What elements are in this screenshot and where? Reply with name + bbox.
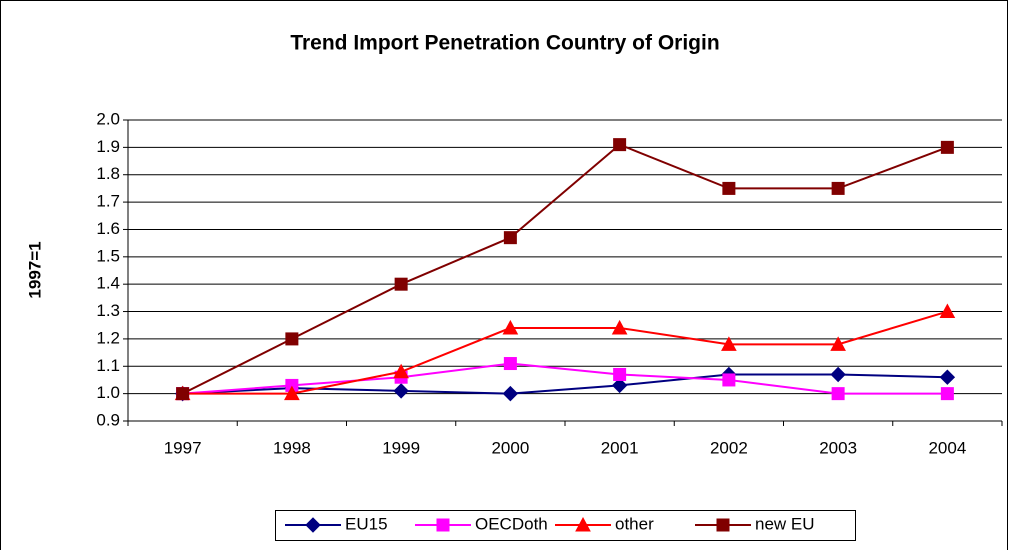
series-line	[182, 310, 948, 395]
legend-label: new EU	[755, 514, 815, 533]
marker	[940, 387, 954, 401]
chart-title: Trend Import Penetration Country of Orig…	[290, 32, 719, 55]
marker	[613, 138, 627, 152]
marker	[613, 367, 627, 381]
legend-label: other	[615, 514, 654, 533]
x-tick-label: 1998	[273, 438, 311, 457]
marker	[436, 518, 450, 532]
y-tick-label: 0.9	[96, 410, 120, 429]
x-tick-label: 2003	[819, 438, 857, 457]
legend-label: OECDoth	[475, 514, 548, 533]
x-tick-label: 1997	[164, 438, 202, 457]
marker	[284, 385, 300, 401]
y-tick-label: 2.0	[96, 109, 120, 128]
marker	[722, 373, 736, 387]
marker	[940, 140, 954, 154]
y-tick-label: 1.7	[96, 192, 120, 211]
legend-label: EU15	[345, 514, 388, 533]
x-tick-label: 2004	[928, 438, 966, 457]
marker	[831, 387, 845, 401]
y-tick-label: 1.9	[96, 137, 120, 156]
marker	[939, 369, 956, 385]
marker	[611, 377, 628, 394]
series-line	[182, 143, 948, 395]
y-axis-label: 1997=1	[25, 241, 44, 298]
x-tick-label: 2001	[601, 438, 639, 457]
marker	[830, 336, 846, 351]
marker	[393, 383, 409, 399]
y-tick-label: 1.2	[96, 328, 120, 347]
marker	[502, 319, 519, 335]
marker	[176, 387, 190, 401]
series-line	[182, 362, 948, 395]
marker	[502, 385, 519, 402]
x-tick-label: 1999	[382, 438, 420, 457]
marker	[503, 231, 517, 245]
marker	[394, 277, 408, 291]
y-tick-label: 1.0	[96, 383, 120, 402]
marker	[611, 319, 628, 335]
marker	[722, 181, 736, 195]
marker	[503, 357, 517, 371]
y-tick-label: 1.4	[96, 274, 120, 293]
marker	[716, 518, 730, 532]
marker	[393, 363, 409, 379]
marker	[939, 303, 956, 319]
y-tick-label: 1.3	[96, 301, 120, 320]
series-line	[182, 373, 948, 395]
y-tick-label: 1.8	[96, 164, 120, 183]
x-tick-label: 2002	[710, 438, 748, 457]
marker	[831, 181, 845, 195]
marker	[830, 366, 846, 383]
x-tick-label: 2000	[491, 438, 529, 457]
marker	[575, 516, 591, 532]
y-tick-label: 1.5	[96, 246, 120, 265]
marker	[305, 517, 321, 533]
y-tick-label: 1.6	[96, 219, 120, 238]
marker	[721, 336, 737, 351]
marker	[285, 332, 299, 346]
y-tick-label: 1.1	[96, 356, 120, 375]
